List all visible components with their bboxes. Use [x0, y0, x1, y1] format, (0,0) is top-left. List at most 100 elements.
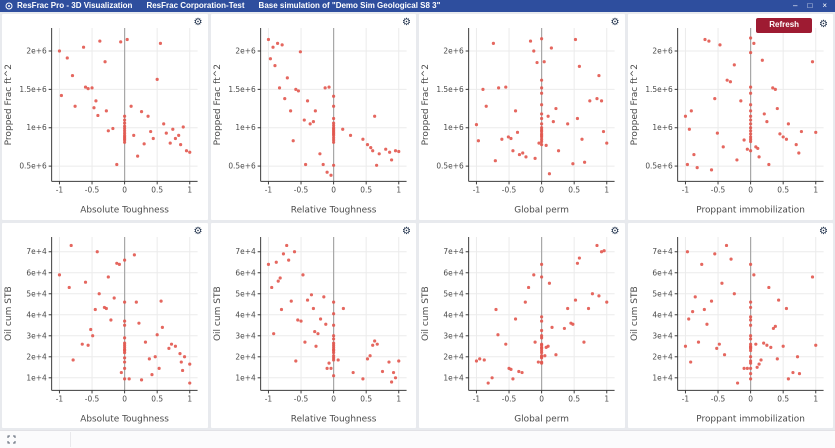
svg-text:Propped Frac ft^2: Propped Frac ft^2	[4, 64, 14, 145]
svg-text:7e+4: 7e+4	[652, 247, 673, 256]
svg-text:7e+4: 7e+4	[443, 247, 464, 256]
svg-text:1.5e+6: 1.5e+6	[19, 85, 47, 94]
svg-text:3e+4: 3e+4	[26, 331, 47, 340]
scatter-plot[interactable]: -1 -0.5 0 0.5 1 1e+4 2e+4 3e+4 4e+4 5e+4 6e+4 7e+4 R…	[211, 223, 417, 429]
plot-panel: ⚙ -1 -0.5 0 0.5 1 1e+4 2e+4 3e+4 4e+4 5e+4 6e+4 7e+…	[210, 222, 417, 429]
menu-workspace[interactable]: ResFrac Corporation-Test	[146, 1, 245, 10]
svg-text:0.5: 0.5	[360, 185, 372, 194]
svg-text:1.5e+6: 1.5e+6	[645, 85, 673, 94]
svg-text:0.5e+6: 0.5e+6	[645, 162, 673, 171]
svg-text:5e+4: 5e+4	[235, 289, 256, 298]
fullscreen-icon[interactable]	[7, 435, 16, 444]
svg-text:1: 1	[604, 185, 609, 194]
svg-text:-1: -1	[264, 394, 272, 403]
svg-text:-0.5: -0.5	[502, 394, 517, 403]
svg-text:Propped Frac ft^2: Propped Frac ft^2	[629, 64, 639, 145]
minimize-button[interactable]: –	[793, 1, 798, 10]
svg-text:0.5: 0.5	[360, 394, 372, 403]
svg-text:1e+4: 1e+4	[443, 373, 464, 382]
gear-icon[interactable]: ⚙	[193, 17, 203, 28]
gear-icon[interactable]: ⚙	[193, 225, 203, 237]
gear-icon[interactable]: ⚙	[610, 225, 620, 237]
svg-text:0.5e+6: 0.5e+6	[19, 162, 47, 171]
svg-text:3e+4: 3e+4	[235, 331, 256, 340]
svg-text:Proppant immobilization: Proppant immobilization	[696, 414, 805, 424]
scatter-plot[interactable]: -1 -0.5 0 0.5 1 1e+4 2e+4 3e+4 4e+4 5e+4 6e+4 7e+4 P…	[628, 223, 834, 429]
refresh-button[interactable]: Refresh	[756, 18, 813, 33]
statusbar	[0, 430, 835, 448]
svg-text:-1: -1	[264, 185, 272, 194]
svg-text:1: 1	[813, 185, 818, 194]
svg-text:1: 1	[604, 394, 609, 403]
panel-toolbar: Refresh ⚙	[756, 18, 828, 33]
svg-text:0.5: 0.5	[777, 185, 789, 194]
scatter-plot[interactable]: -1 -0.5 0 0.5 1 0.5e+6 1e+6 1.5e+6 2e+6 Global pe…	[419, 14, 625, 220]
svg-text:2e+6: 2e+6	[26, 47, 47, 56]
gear-icon[interactable]: ⚙	[819, 19, 828, 31]
panel-toolbar: ⚙	[194, 18, 203, 28]
panel-toolbar: ⚙	[193, 225, 203, 237]
svg-text:0.5: 0.5	[151, 394, 163, 403]
close-button[interactable]: ×	[822, 1, 827, 10]
svg-text:0: 0	[539, 185, 544, 194]
svg-text:1e+4: 1e+4	[652, 373, 673, 382]
svg-text:Propped Frac ft^2: Propped Frac ft^2	[212, 64, 222, 145]
plots-grid: ⚙ -1 -0.5 0 0.5 1 0.5e+6 1e+6 1.5e+6 2e+6 Absolut…	[0, 12, 835, 430]
svg-text:1: 1	[187, 394, 192, 403]
plot-panel: ⚙ -1 -0.5 0 0.5 1 1e+4 2e+4 3e+4 4e+4 5e+4 6e+4 7e+…	[2, 222, 208, 429]
svg-text:-0.5: -0.5	[85, 394, 100, 403]
svg-text:1e+6: 1e+6	[26, 123, 47, 132]
plot-panel: ⚙ -1 -0.5 0 0.5 1 0.5e+6 1e+6 1.5e+6 2e+6 Relativ…	[210, 14, 417, 220]
menu-simulation[interactable]: Base simulation of "Demo Sim Geological …	[258, 1, 441, 10]
svg-text:4e+4: 4e+4	[443, 310, 464, 319]
svg-text:Global perm: Global perm	[514, 205, 569, 215]
svg-text:Absolute Toughness: Absolute Toughness	[80, 205, 169, 215]
svg-text:1: 1	[813, 394, 818, 403]
svg-text:0: 0	[122, 394, 127, 403]
svg-text:-0.5: -0.5	[710, 185, 725, 194]
svg-text:1.5e+6: 1.5e+6	[228, 85, 256, 94]
plot-panel: ⚙ -1 -0.5 0 0.5 1 1e+4 2e+4 3e+4 4e+4 5e+4 6e+4 7e+…	[627, 222, 834, 429]
window-controls: – □ ×	[793, 0, 827, 12]
scatter-plot[interactable]: -1 -0.5 0 0.5 1 1e+4 2e+4 3e+4 4e+4 5e+4 6e+4 7e+4 A…	[2, 223, 208, 429]
svg-text:Global perm: Global perm	[514, 414, 569, 424]
scatter-plot[interactable]: -1 -0.5 0 0.5 1 0.5e+6 1e+6 1.5e+6 2e+6 Relative …	[211, 14, 417, 220]
svg-text:2e+4: 2e+4	[26, 352, 47, 361]
svg-text:4e+4: 4e+4	[652, 310, 673, 319]
panel-toolbar: ⚙	[610, 225, 620, 237]
svg-text:0: 0	[748, 185, 753, 194]
svg-text:1e+4: 1e+4	[235, 373, 256, 382]
svg-text:2e+6: 2e+6	[443, 47, 464, 56]
svg-text:Oil cum STB: Oil cum STB	[629, 286, 639, 341]
svg-text:Oil cum STB: Oil cum STB	[4, 286, 14, 341]
app-title: ResFrac Pro - 3D Visualization	[17, 1, 133, 10]
svg-text:2e+4: 2e+4	[652, 352, 673, 361]
svg-text:6e+4: 6e+4	[443, 268, 464, 277]
gear-icon[interactable]: ⚙	[402, 225, 411, 237]
svg-text:2e+4: 2e+4	[443, 352, 464, 361]
svg-text:3e+4: 3e+4	[652, 331, 673, 340]
svg-text:0.5: 0.5	[568, 394, 580, 403]
titlebar: ResFrac Pro - 3D Visualization ResFrac C…	[0, 0, 835, 12]
scatter-plot[interactable]: -1 -0.5 0 0.5 1 0.5e+6 1e+6 1.5e+6 2e+6 Absolute …	[2, 14, 208, 220]
scatter-plot[interactable]: -1 -0.5 0 0.5 1 1e+4 2e+4 3e+4 4e+4 5e+4 6e+4 7e+4 G…	[419, 223, 625, 429]
svg-text:0: 0	[748, 394, 753, 403]
gear-icon[interactable]: ⚙	[610, 17, 620, 28]
svg-text:1.5e+6: 1.5e+6	[436, 85, 464, 94]
svg-text:0: 0	[539, 394, 544, 403]
svg-text:7e+4: 7e+4	[26, 247, 47, 256]
svg-text:2e+6: 2e+6	[652, 47, 673, 56]
svg-text:1: 1	[187, 185, 192, 194]
svg-text:0.5: 0.5	[777, 394, 789, 403]
svg-text:2e+6: 2e+6	[235, 47, 256, 56]
gear-icon[interactable]: ⚙	[819, 225, 828, 237]
gear-icon[interactable]: ⚙	[402, 17, 411, 28]
plot-panel: Refresh ⚙ -1 -0.5 0 0.5 1 0.5e+6 1e+6 1.5e+6 2e+…	[627, 14, 834, 220]
maximize-button[interactable]: □	[807, 1, 813, 10]
app-icon	[5, 2, 13, 10]
svg-text:1: 1	[396, 185, 401, 194]
svg-text:5e+4: 5e+4	[443, 289, 464, 298]
scatter-plot[interactable]: -1 -0.5 0 0.5 1 0.5e+6 1e+6 1.5e+6 2e+6 Proppant …	[628, 14, 834, 220]
svg-text:-1: -1	[56, 394, 64, 403]
svg-text:-1: -1	[681, 394, 689, 403]
